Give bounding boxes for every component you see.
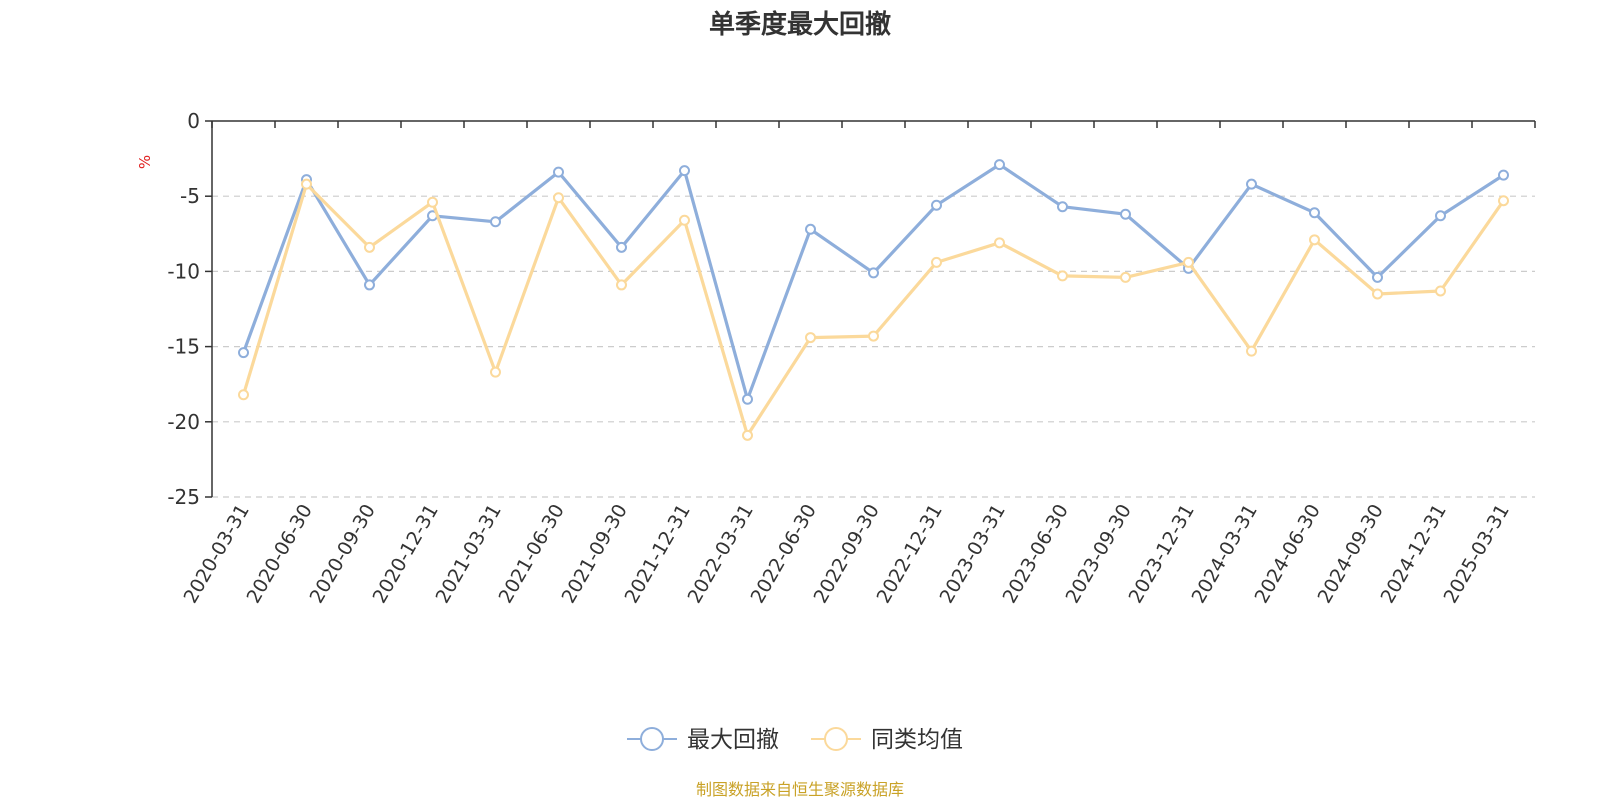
y-tick-label: -10 — [167, 259, 200, 283]
x-tick-label: 2024-12-31 — [1377, 501, 1451, 608]
data-point[interactable] — [553, 192, 564, 204]
x-tick-label: 2020-06-30 — [243, 501, 317, 608]
data-point[interactable] — [238, 389, 249, 401]
data-point[interactable] — [1183, 256, 1194, 268]
data-point[interactable] — [1246, 345, 1257, 357]
series-line — [241, 182, 1505, 437]
y-tick-label: -20 — [167, 410, 200, 434]
x-tick-label: 2025-03-31 — [1440, 501, 1514, 608]
legend-circle-icon — [824, 727, 848, 751]
x-tick-label: 2021-03-31 — [432, 501, 506, 608]
legend[interactable]: 最大回撤 同类均值 — [627, 727, 963, 753]
x-tick-labels: 2020-03-312020-06-302020-09-302020-12-31… — [180, 501, 1514, 608]
data-point[interactable] — [553, 166, 564, 178]
series-2 — [238, 178, 1509, 441]
data-point[interactable] — [364, 241, 375, 253]
legend-circle-icon — [640, 727, 664, 751]
data-point[interactable] — [1120, 208, 1131, 220]
data-point[interactable] — [1498, 195, 1509, 207]
series-1 — [238, 159, 1509, 405]
x-tick-label: 2022-12-31 — [873, 501, 947, 608]
x-tick-label: 2024-03-31 — [1188, 501, 1262, 608]
data-point[interactable] — [490, 216, 501, 228]
x-tick-label: 2024-09-30 — [1314, 501, 1388, 608]
y-tick-label: 0 — [187, 109, 200, 133]
data-point[interactable] — [679, 165, 690, 177]
data-point[interactable] — [805, 223, 816, 235]
data-point[interactable] — [931, 256, 942, 268]
y-tick-label: -5 — [180, 184, 200, 208]
data-point[interactable] — [238, 347, 249, 359]
data-point[interactable] — [1435, 210, 1446, 222]
data-point[interactable] — [1246, 178, 1257, 190]
x-tick-label: 2020-03-31 — [180, 501, 254, 608]
x-tick-label: 2022-09-30 — [810, 501, 884, 608]
data-point[interactable] — [1057, 201, 1068, 213]
x-tick-label: 2020-12-31 — [369, 501, 443, 608]
data-point[interactable] — [742, 429, 753, 441]
x-tick-label: 2023-12-31 — [1125, 501, 1199, 608]
data-point[interactable] — [1057, 270, 1068, 282]
x-tick-label: 2021-06-30 — [495, 501, 569, 608]
series-lines — [238, 159, 1509, 441]
data-point[interactable] — [742, 393, 753, 405]
data-point[interactable] — [616, 279, 627, 291]
legend-label: 最大回撤 — [687, 727, 779, 753]
data-point[interactable] — [1309, 234, 1320, 246]
y-tick-labels: 0 -5 -10 -15 -20 -25 — [167, 109, 200, 509]
data-point[interactable] — [805, 332, 816, 344]
data-point[interactable] — [931, 199, 942, 211]
x-tick-label: 2022-06-30 — [747, 501, 821, 608]
x-tick-label: 2024-06-30 — [1251, 501, 1325, 608]
x-tick-label: 2023-09-30 — [1062, 501, 1136, 608]
data-source-note: 制图数据来自恒生聚源数据库 — [695, 780, 904, 799]
x-tick-label: 2023-03-31 — [936, 501, 1010, 608]
data-point[interactable] — [616, 241, 627, 253]
x-tick-label: 2023-06-30 — [999, 501, 1073, 608]
data-point[interactable] — [679, 214, 690, 226]
data-point[interactable] — [1309, 207, 1320, 219]
data-point[interactable] — [490, 366, 501, 378]
data-point[interactable] — [427, 196, 438, 208]
data-point[interactable] — [994, 237, 1005, 249]
chart-title: 单季度最大回撤 — [708, 10, 891, 40]
data-point[interactable] — [994, 159, 1005, 171]
data-point[interactable] — [868, 330, 879, 342]
data-point[interactable] — [1372, 288, 1383, 300]
data-point[interactable] — [1435, 285, 1446, 297]
data-point[interactable] — [1120, 271, 1131, 283]
x-tick-label: 2021-12-31 — [621, 501, 695, 608]
y-axis-unit-label: % — [136, 155, 154, 169]
x-tick-label: 2020-09-30 — [306, 501, 380, 608]
y-tick-label: -25 — [167, 485, 200, 509]
data-point[interactable] — [1372, 271, 1383, 283]
data-point[interactable] — [364, 279, 375, 291]
axes — [205, 120, 1536, 498]
x-tick-label: 2021-09-30 — [558, 501, 632, 608]
legend-label: 同类均值 — [871, 727, 963, 753]
legend-item-2[interactable]: 同类均值 — [811, 727, 963, 753]
legend-item-1[interactable]: 最大回撤 — [627, 727, 779, 753]
y-tick-label: -15 — [167, 335, 200, 359]
data-point[interactable] — [1498, 169, 1509, 181]
data-point[interactable] — [868, 267, 879, 279]
data-point[interactable] — [301, 178, 312, 190]
x-tick-label: 2022-03-31 — [684, 501, 758, 608]
